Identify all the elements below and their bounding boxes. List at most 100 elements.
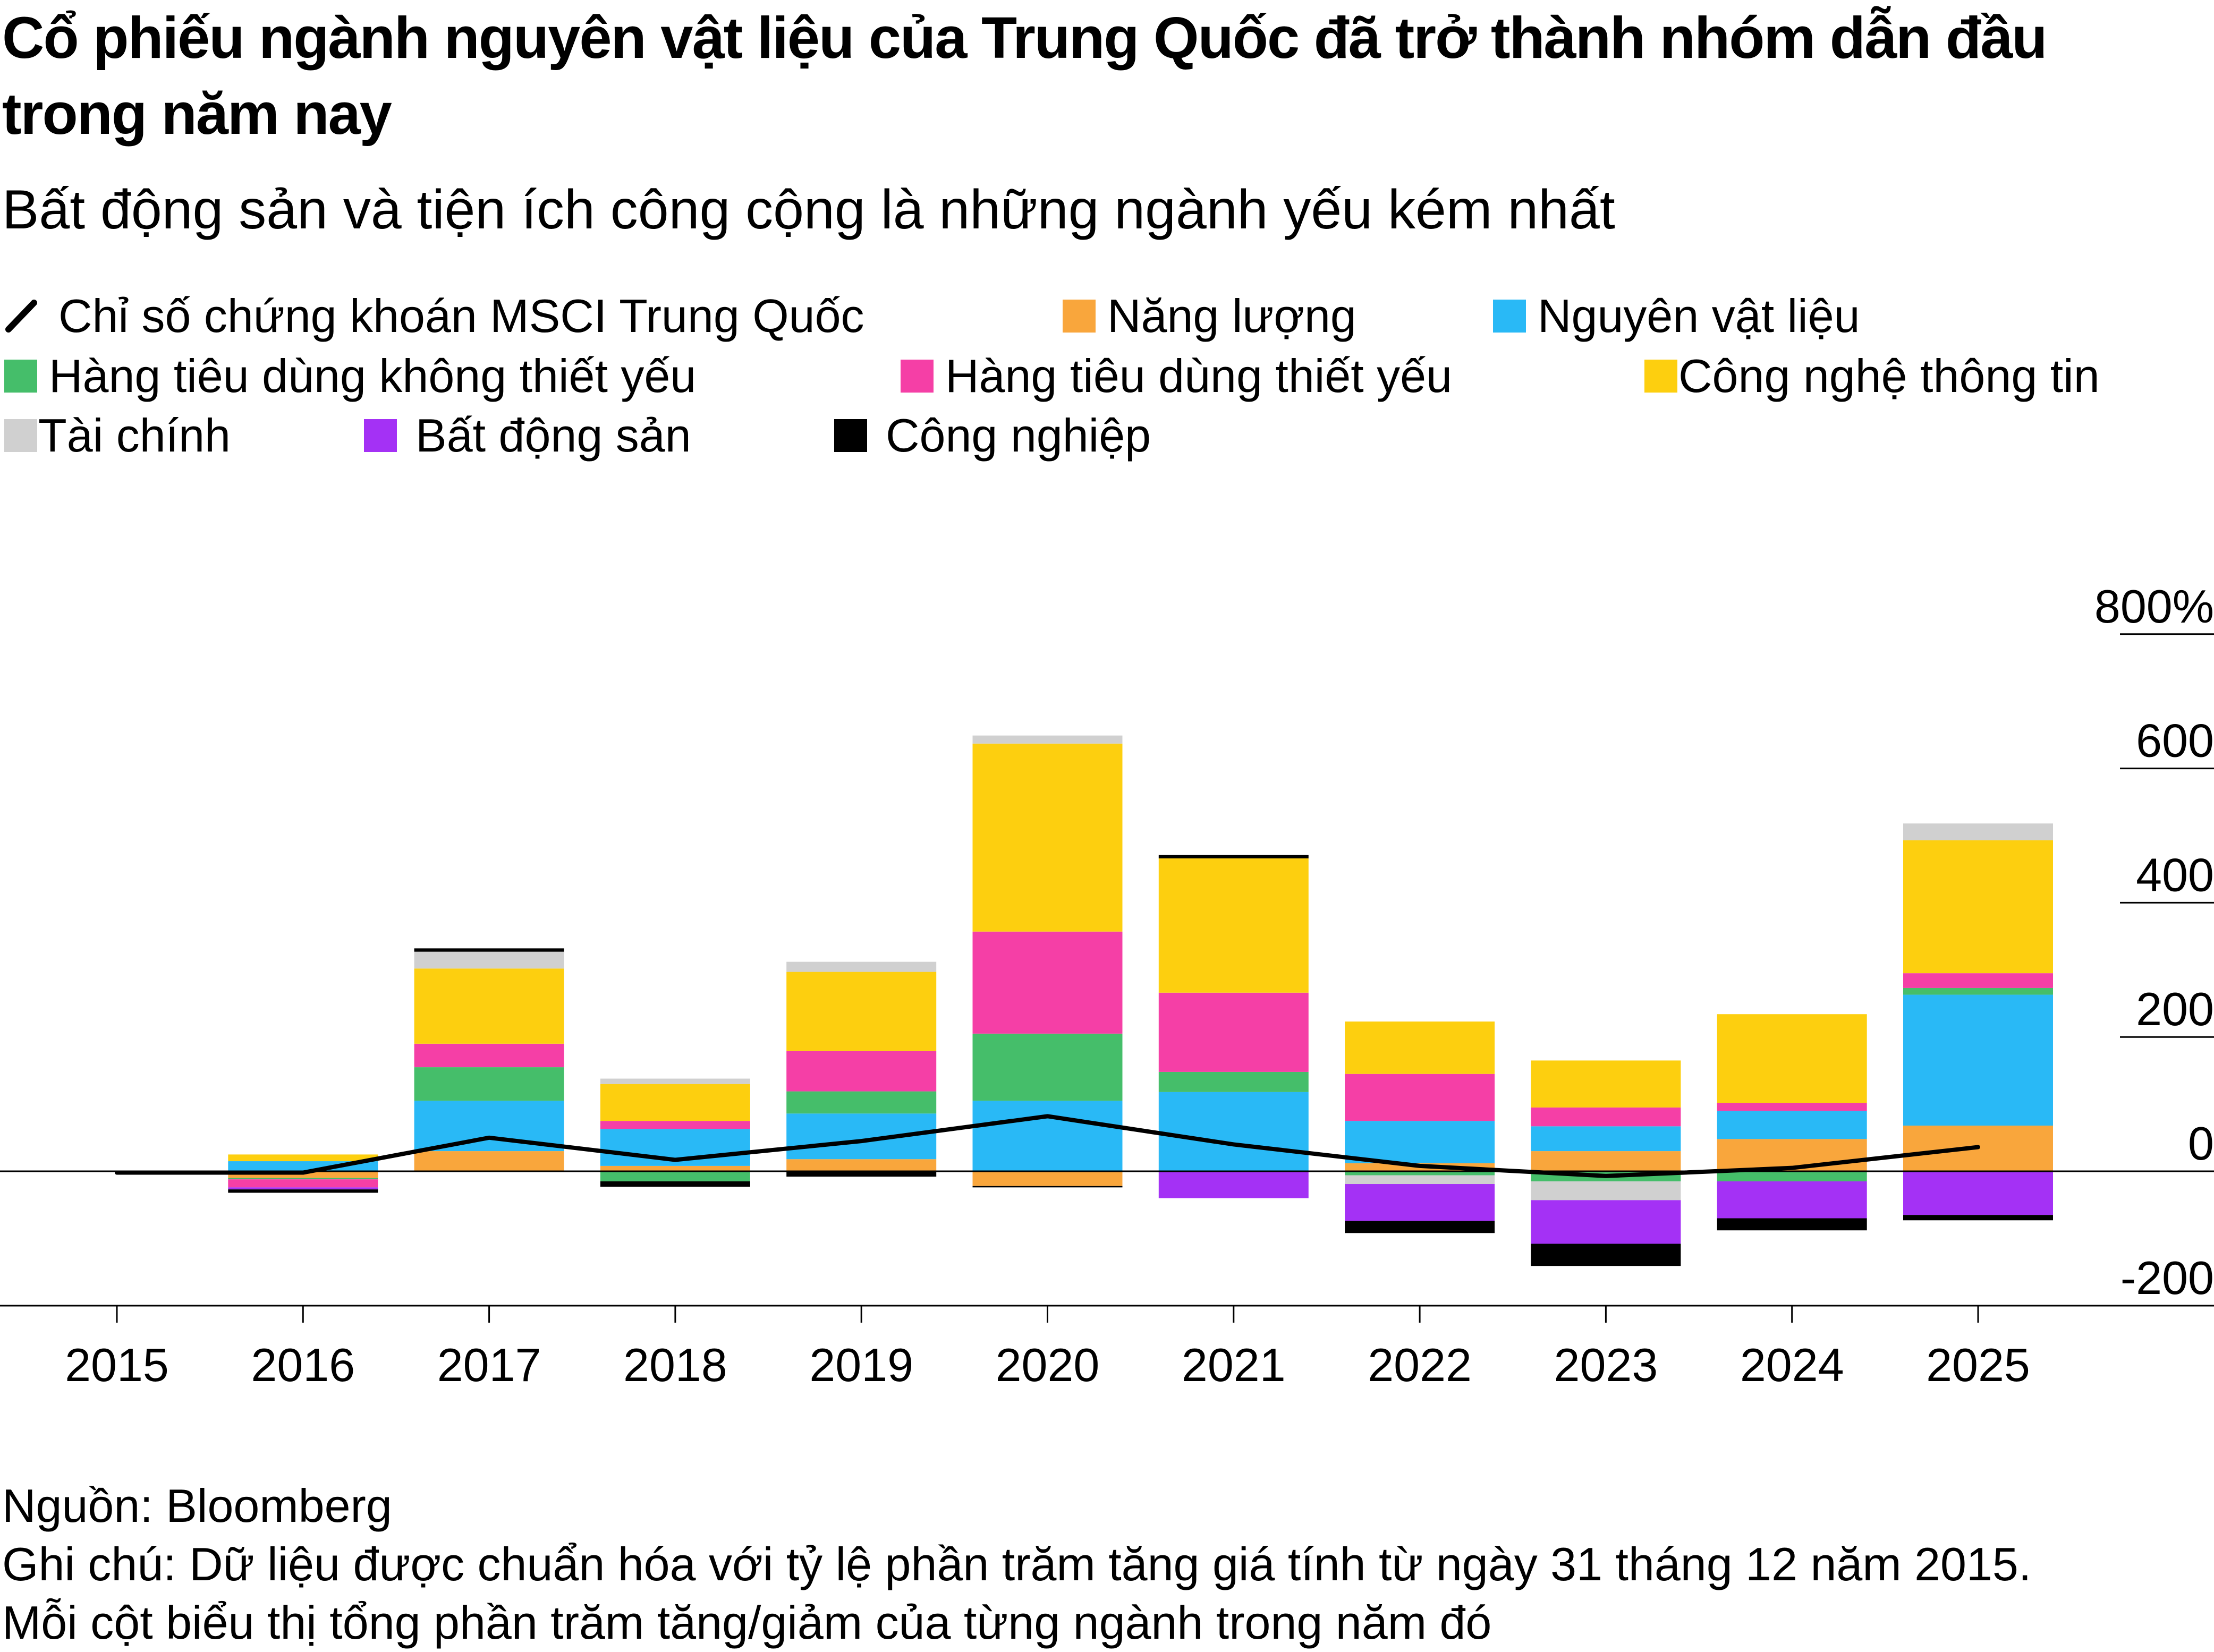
bar-staples-2017 <box>414 1043 564 1068</box>
footer: Nguồn: Bloomberg Ghi chú: Dữ liệu được c… <box>2 1477 2031 1652</box>
bar-discretionary-2017 <box>414 1067 564 1101</box>
legend-item-staples: Hàng tiêu dùng thiết yếu <box>901 350 1452 403</box>
bar-discretionary-2019 <box>786 1091 937 1114</box>
x-tick-label-2021: 2021 <box>1182 1339 1286 1391</box>
legend-item-realestate: Bất động sản <box>364 409 691 462</box>
bar-it-2021 <box>1158 858 1309 993</box>
bar-staples-2022 <box>1345 1074 1495 1121</box>
bar-discretionary-2021 <box>1158 1071 1309 1092</box>
bar-it-2016 <box>228 1154 378 1162</box>
x-tick-label-2015: 2015 <box>65 1339 169 1391</box>
chart-title: Cổ phiếu ngành nguyên vật liệu của Trung… <box>2 5 2047 147</box>
bar-realestate-2022 <box>1345 1184 1495 1221</box>
line-swatch-icon <box>5 300 37 333</box>
bar-materials-2019 <box>786 1113 937 1160</box>
bar-materials-2022 <box>1345 1121 1495 1163</box>
x-tick-label-2025: 2025 <box>1926 1339 2030 1391</box>
x-tick-label-2022: 2022 <box>1368 1339 1472 1391</box>
line-layer <box>115 1114 1980 1178</box>
x-tick-label-2017: 2017 <box>437 1339 541 1391</box>
y-tick-label: 200 <box>2136 983 2214 1035</box>
bar-it-2022 <box>1345 1021 1495 1074</box>
legend-item-financials: Tài chính <box>4 409 231 462</box>
bar-materials-2021 <box>1158 1092 1309 1171</box>
bar-it-2018 <box>600 1084 750 1121</box>
legend-swatch-financials <box>4 419 37 452</box>
bar-industrials-2022 <box>1345 1221 1495 1233</box>
bar-industrials-2024 <box>1717 1218 1867 1231</box>
legend-label-financials: Tài chính <box>38 409 231 462</box>
bar-discretionary-2018 <box>600 1171 750 1181</box>
legend-label-it: Công nghệ thông tin <box>1678 350 2100 402</box>
bar-energy-2018 <box>600 1165 750 1171</box>
bar-financials-2019 <box>786 961 937 972</box>
legend: Chỉ số chứng khoán MSCI Trung Quốc Năng … <box>0 287 2214 467</box>
legend-swatch-industrials <box>834 419 867 452</box>
bar-it-2025 <box>1903 840 2053 974</box>
bars-layer <box>228 735 2053 1266</box>
bar-materials-2023 <box>1531 1126 1681 1152</box>
bar-industrials-2016 <box>228 1189 378 1193</box>
bar-materials-2025 <box>1903 994 2053 1126</box>
bar-it-2024 <box>1717 1014 1867 1103</box>
legend-swatch-it <box>1644 360 1677 393</box>
bar-financials-2017 <box>414 951 564 969</box>
legend-label-realestate: Bất động sản <box>415 409 691 462</box>
bar-energy-2020 <box>972 1171 1123 1186</box>
bar-materials-2024 <box>1717 1111 1867 1139</box>
y-tick-label: 600 <box>2136 714 2214 767</box>
bar-it-2017 <box>414 968 564 1044</box>
bar-realestate-2024 <box>1717 1181 1867 1219</box>
bar-industrials-2023 <box>1531 1244 1681 1266</box>
bar-energy-2023 <box>1531 1151 1681 1171</box>
index-line <box>115 1114 1980 1178</box>
bar-it-2019 <box>786 972 937 1051</box>
bar-industrials-2018 <box>600 1181 750 1187</box>
bar-staples-2018 <box>600 1121 750 1129</box>
legend-label-industrials: Công nghiệp <box>886 409 1151 462</box>
bar-energy-2017 <box>414 1151 564 1171</box>
bar-financials-2020 <box>972 735 1123 744</box>
legend-swatch-staples <box>901 360 934 393</box>
bar-industrials-2019 <box>786 1171 937 1177</box>
x-tick-label-2016: 2016 <box>251 1339 355 1391</box>
y-tick-label: 400 <box>2136 848 2214 901</box>
x-tick-labels: 2015 2016 2017 2018 2019 2020 2021 2022 2023 2024… <box>65 1339 2030 1391</box>
bar-realestate-2023 <box>1531 1200 1681 1244</box>
bar-financials-2022 <box>1345 1175 1495 1185</box>
bar-staples-2020 <box>972 931 1123 1034</box>
legend-item-industrials: Công nghiệp <box>834 409 1151 462</box>
legend-label-energy: Năng lượng <box>1107 289 1356 342</box>
bar-energy-2019 <box>786 1159 937 1171</box>
legend-swatch-energy <box>1063 300 1096 333</box>
bar-discretionary-2022 <box>1345 1171 1495 1176</box>
bar-staples-2023 <box>1531 1107 1681 1127</box>
bar-staples-2025 <box>1903 973 2053 988</box>
note-line-1: Ghi chú: Dữ liệu được chuẩn hóa với tỷ l… <box>2 1538 2032 1590</box>
legend-item-energy: Năng lượng <box>1063 289 1356 343</box>
bar-industrials-2017 <box>414 948 564 952</box>
bar-industrials-2021 <box>1158 855 1309 858</box>
legend-item-index: Chỉ số chứng khoán MSCI Trung Quốc <box>4 289 864 343</box>
legend-item-it: Công nghệ thông tin <box>1644 350 2100 403</box>
bar-staples-2016 <box>228 1179 378 1188</box>
bar-financials-2025 <box>1903 823 2053 840</box>
legend-label-materials: Nguyên vật liệu <box>1538 289 1860 342</box>
bar-financials-2023 <box>1531 1181 1681 1200</box>
bar-staples-2024 <box>1717 1103 1867 1111</box>
chart-subtitle: Bất động sản và tiện ích công cộng là nh… <box>2 179 1615 241</box>
bar-industrials-2025 <box>1903 1215 2053 1221</box>
x-tick-label-2019: 2019 <box>809 1339 913 1391</box>
bar-realestate-2021 <box>1158 1171 1309 1198</box>
bar-industrials-2020 <box>972 1186 1123 1188</box>
legend-swatch-discretionary <box>4 360 37 393</box>
bar-it-2023 <box>1531 1060 1681 1108</box>
bar-materials-2020 <box>972 1101 1123 1171</box>
legend-label-index: Chỉ số chứng khoán MSCI Trung Quốc <box>58 289 864 342</box>
legend-item-materials: Nguyên vật liệu <box>1493 289 1860 343</box>
bar-discretionary-2025 <box>1903 987 2053 995</box>
y-tick-label: -200 <box>2120 1251 2214 1304</box>
x-tick-label-2020: 2020 <box>996 1339 1100 1391</box>
x-tick-label-2024: 2024 <box>1740 1339 1844 1391</box>
